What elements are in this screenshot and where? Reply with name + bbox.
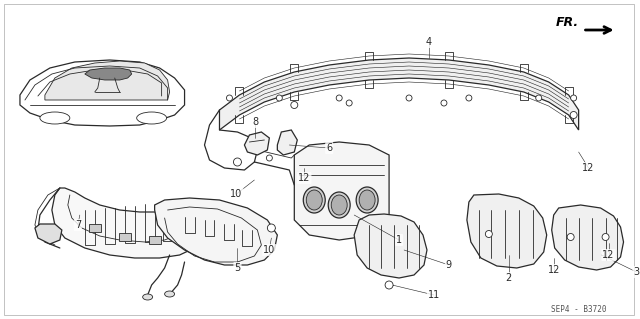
Polygon shape (244, 132, 269, 155)
Text: 8: 8 (252, 117, 259, 127)
Polygon shape (294, 142, 389, 240)
Ellipse shape (137, 112, 166, 124)
Ellipse shape (567, 234, 574, 241)
Text: 3: 3 (634, 267, 639, 277)
Ellipse shape (307, 190, 322, 210)
Text: 12: 12 (582, 163, 595, 173)
Ellipse shape (291, 101, 298, 108)
Text: 9: 9 (446, 260, 452, 270)
Text: FR.: FR. (556, 16, 579, 28)
Polygon shape (45, 61, 170, 100)
Polygon shape (467, 194, 547, 268)
Ellipse shape (328, 192, 350, 218)
Text: SEP4 - B3720: SEP4 - B3720 (551, 306, 606, 315)
Ellipse shape (303, 187, 325, 213)
Ellipse shape (571, 95, 577, 101)
Ellipse shape (234, 158, 241, 166)
Ellipse shape (268, 224, 275, 232)
Text: 10: 10 (263, 245, 275, 255)
Ellipse shape (346, 100, 352, 106)
Polygon shape (89, 224, 100, 232)
Text: 7: 7 (75, 220, 81, 230)
Text: 12: 12 (602, 250, 615, 260)
Ellipse shape (441, 100, 447, 106)
Ellipse shape (356, 187, 378, 213)
Text: 12: 12 (547, 265, 560, 275)
Polygon shape (84, 68, 132, 80)
Ellipse shape (536, 95, 541, 101)
Polygon shape (148, 236, 161, 244)
Ellipse shape (385, 281, 393, 289)
Ellipse shape (570, 112, 577, 118)
Ellipse shape (276, 95, 282, 101)
Text: 6: 6 (326, 143, 332, 153)
Polygon shape (52, 188, 202, 258)
Text: 4: 4 (426, 37, 432, 47)
Polygon shape (118, 233, 131, 241)
Ellipse shape (485, 231, 492, 238)
Text: 2: 2 (506, 273, 512, 283)
Polygon shape (155, 198, 277, 265)
Ellipse shape (164, 291, 175, 297)
Ellipse shape (266, 155, 273, 161)
Polygon shape (277, 130, 298, 155)
Polygon shape (220, 58, 579, 130)
Ellipse shape (466, 95, 472, 101)
Text: 5: 5 (234, 263, 241, 273)
Text: 10: 10 (230, 189, 243, 199)
Text: 11: 11 (428, 290, 440, 300)
Ellipse shape (227, 95, 232, 101)
Ellipse shape (40, 112, 70, 124)
Polygon shape (552, 205, 623, 270)
Ellipse shape (359, 190, 375, 210)
Ellipse shape (332, 195, 347, 215)
Ellipse shape (336, 95, 342, 101)
Polygon shape (20, 60, 184, 126)
Text: 1: 1 (396, 235, 402, 245)
Polygon shape (35, 224, 62, 244)
Ellipse shape (602, 234, 609, 241)
Text: 12: 12 (298, 173, 310, 183)
Ellipse shape (143, 294, 152, 300)
Polygon shape (354, 214, 427, 278)
Ellipse shape (406, 95, 412, 101)
